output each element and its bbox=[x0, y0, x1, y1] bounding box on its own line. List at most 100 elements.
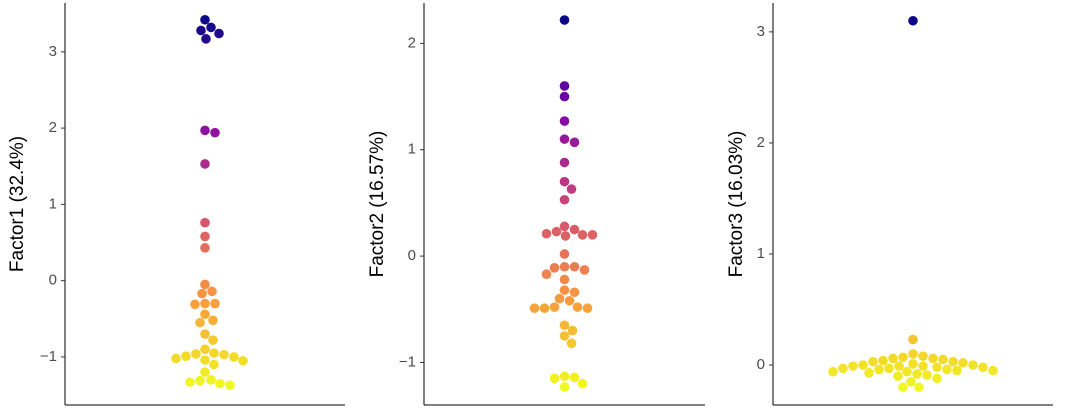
point bbox=[958, 358, 968, 368]
point bbox=[559, 274, 570, 285]
point bbox=[898, 382, 908, 393]
point bbox=[569, 261, 580, 272]
point bbox=[201, 34, 211, 44]
point bbox=[566, 338, 577, 349]
y-axis-title: Factor3 (16.03%) bbox=[726, 131, 747, 278]
point bbox=[942, 364, 952, 375]
point bbox=[884, 363, 894, 374]
point bbox=[559, 261, 570, 272]
point bbox=[906, 376, 916, 387]
point bbox=[551, 226, 562, 237]
y-tick-label: −1 bbox=[40, 348, 57, 365]
point bbox=[209, 359, 219, 370]
point bbox=[559, 249, 570, 259]
point bbox=[564, 295, 575, 306]
point bbox=[229, 352, 239, 362]
point bbox=[868, 356, 878, 367]
y-tick-label: 0 bbox=[49, 272, 57, 289]
point bbox=[566, 184, 577, 194]
point bbox=[200, 309, 210, 320]
point bbox=[559, 331, 570, 341]
y-tick-label: 1 bbox=[757, 245, 765, 262]
point bbox=[888, 353, 898, 364]
point bbox=[918, 351, 928, 361]
point bbox=[185, 377, 195, 387]
point bbox=[932, 373, 942, 384]
point bbox=[908, 15, 918, 26]
point bbox=[914, 382, 924, 393]
point bbox=[197, 288, 207, 299]
point bbox=[210, 298, 220, 309]
point bbox=[572, 302, 583, 312]
point bbox=[918, 361, 928, 371]
point bbox=[208, 335, 218, 345]
point bbox=[549, 263, 560, 273]
point bbox=[922, 370, 932, 380]
point bbox=[908, 349, 918, 359]
point bbox=[893, 371, 903, 381]
point bbox=[968, 360, 978, 370]
point bbox=[200, 367, 210, 377]
point bbox=[559, 320, 570, 331]
point bbox=[932, 362, 942, 373]
point bbox=[559, 134, 570, 144]
point bbox=[225, 380, 235, 390]
point bbox=[191, 349, 201, 359]
y-tick-label: 2 bbox=[49, 119, 57, 136]
point bbox=[559, 176, 570, 187]
point bbox=[195, 317, 205, 328]
point bbox=[952, 365, 962, 376]
point bbox=[171, 353, 181, 364]
point bbox=[200, 279, 210, 290]
y-tick-label: 0 bbox=[757, 356, 765, 373]
point bbox=[928, 353, 938, 364]
point bbox=[200, 355, 210, 365]
point bbox=[541, 228, 552, 239]
point bbox=[559, 91, 570, 102]
y-axis-title: Factor2 (16.57%) bbox=[367, 131, 388, 278]
point bbox=[559, 157, 570, 168]
y-tick-label: 1 bbox=[49, 195, 57, 212]
point bbox=[569, 372, 580, 383]
point bbox=[864, 367, 874, 378]
point bbox=[200, 243, 210, 253]
y-tick-label: 2 bbox=[408, 34, 416, 51]
point bbox=[587, 230, 598, 240]
point bbox=[559, 81, 570, 91]
point bbox=[208, 315, 218, 326]
y-tick-label: 3 bbox=[49, 43, 57, 60]
point bbox=[209, 348, 219, 358]
point bbox=[200, 231, 210, 242]
point bbox=[898, 352, 908, 363]
point bbox=[948, 356, 958, 367]
y-tick-label: −1 bbox=[399, 353, 416, 370]
point bbox=[577, 230, 588, 240]
point bbox=[196, 25, 206, 36]
point bbox=[207, 286, 217, 297]
y-axis-title: Factor1 (32.4%) bbox=[7, 136, 28, 272]
point bbox=[559, 15, 570, 25]
point bbox=[560, 231, 571, 241]
point bbox=[200, 344, 210, 355]
point bbox=[559, 371, 570, 382]
point bbox=[210, 127, 220, 138]
point bbox=[912, 369, 922, 379]
point bbox=[181, 351, 191, 361]
point bbox=[878, 355, 888, 366]
point bbox=[908, 334, 918, 345]
point bbox=[559, 194, 570, 205]
point bbox=[190, 299, 200, 310]
point bbox=[539, 303, 550, 314]
point bbox=[569, 137, 580, 148]
point bbox=[569, 287, 580, 298]
point bbox=[978, 362, 988, 373]
point bbox=[549, 373, 560, 384]
point bbox=[219, 349, 229, 360]
point bbox=[195, 375, 205, 386]
point bbox=[559, 382, 570, 392]
point bbox=[567, 325, 578, 336]
point bbox=[582, 303, 593, 314]
point bbox=[529, 303, 540, 314]
point bbox=[988, 365, 998, 376]
point bbox=[549, 302, 560, 312]
